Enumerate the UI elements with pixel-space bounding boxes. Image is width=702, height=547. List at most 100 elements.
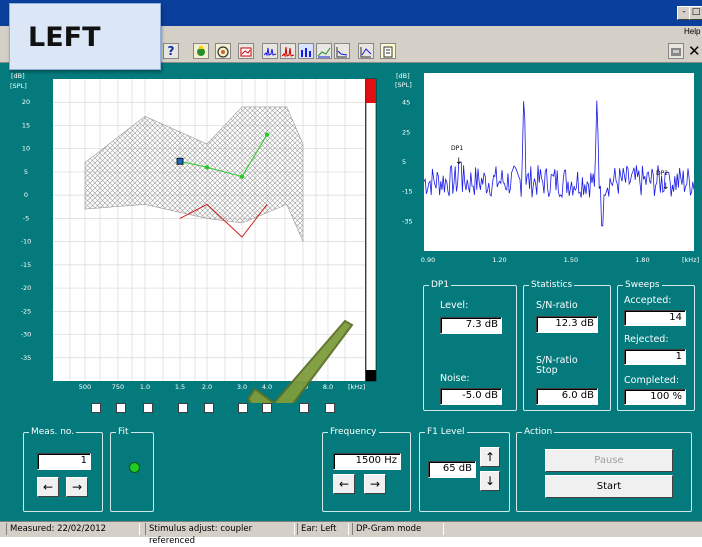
help-menu[interactable]: Help [684, 27, 701, 36]
menu-bar: Help [0, 26, 702, 40]
y-tick-label: 5 [24, 168, 28, 176]
spec-y-tick-label: -35 [402, 217, 413, 225]
dp1-marker: DP1 [451, 145, 463, 152]
dp-gram-plot [53, 79, 365, 381]
y-tick-label: -20 [21, 284, 32, 292]
f1-level-input[interactable]: 65 dB [428, 461, 476, 478]
print-icon[interactable] [668, 43, 684, 59]
status-ear: Ear: Left [297, 523, 349, 535]
action-group: Action Pause Start [516, 426, 692, 512]
start-button[interactable]: Start [545, 475, 673, 498]
level-meter-red [366, 79, 376, 103]
sn-ratio-stop-label: S/N-ratio Stop [536, 355, 578, 376]
dp-point-selected[interactable] [176, 157, 184, 165]
level-meter [365, 78, 377, 382]
completed-value: 100 % [624, 389, 686, 405]
sn-ratio-label: S/N-ratio [536, 300, 578, 311]
dp1-level-label: Level: [440, 300, 469, 311]
dp1-arrow-icon: ↓ [455, 157, 463, 167]
sn-ratio-value: 12.3 dB [536, 316, 598, 333]
spectrum-icon[interactable] [280, 43, 296, 59]
meas-no-group: Meas. no. 1 ← → [23, 426, 103, 512]
x-tick-label: 4.0 [262, 383, 272, 391]
y-tick-label: -25 [21, 307, 32, 315]
close-icon[interactable]: ✕ [688, 42, 701, 60]
x-tick-label: 500 [79, 383, 91, 391]
help-icon[interactable]: ? [163, 43, 179, 59]
frequency-checkbox[interactable] [116, 403, 126, 413]
y-tick-label: -15 [21, 261, 32, 269]
frequency-checkbox[interactable] [325, 403, 335, 413]
save-icon[interactable] [238, 43, 254, 59]
frequency-prev-button[interactable]: ← [333, 474, 355, 494]
frequency-checkbox[interactable] [91, 403, 101, 413]
statistics-group: Statistics S/N-ratio 12.3 dB S/N-ratio S… [523, 279, 611, 411]
spec-x-tick-label: 1.50 [564, 256, 578, 264]
spectrum-line [423, 100, 695, 227]
sweeps-title: Sweeps [623, 279, 662, 291]
ear-badge: LEFT [9, 3, 161, 70]
frequency-checkbox[interactable] [178, 403, 188, 413]
y-unit-label: [SPL] [10, 82, 27, 90]
status-mode: DP-Gram mode [352, 523, 444, 535]
y-tick-label: 20 [22, 98, 30, 106]
y-tick-label: -30 [21, 331, 32, 339]
pause-button[interactable]: Pause [545, 449, 673, 472]
y-tick-label: -10 [21, 238, 32, 246]
meas-no-input[interactable]: 1 [37, 453, 91, 470]
fit-icon[interactable] [215, 43, 231, 59]
frequency-checkbox[interactable] [299, 403, 309, 413]
graph-icon[interactable] [358, 43, 374, 59]
sn-ratio-stop-value: 6.0 dB [536, 388, 598, 405]
dp-line [179, 134, 268, 178]
trend-icon[interactable] [316, 43, 332, 59]
status-bar: Measured: 22/02/2012 Stimulus adjust: co… [0, 521, 702, 546]
frequency-input[interactable]: 1500 Hz [333, 453, 401, 470]
spectrum-icon[interactable] [262, 43, 278, 59]
f1-up-button[interactable]: ↑ [480, 447, 500, 467]
spec-y-tick-label: 45 [402, 99, 410, 107]
fit-title: Fit [116, 426, 131, 438]
dp-point[interactable] [239, 174, 245, 179]
checklist-icon[interactable] [380, 43, 396, 59]
dp1-noise-value: -5.0 dB [440, 388, 502, 405]
x-tick-label: 1.5 [175, 383, 185, 391]
bars-icon[interactable] [298, 43, 314, 59]
rejected-label: Rejected: [624, 334, 669, 345]
frequency-next-button[interactable]: → [364, 474, 386, 494]
checkmark-icon [246, 319, 354, 403]
f1-down-button[interactable]: ↓ [480, 471, 500, 491]
spec-x-tick-label: 0.90 [421, 256, 435, 264]
noise-line [179, 203, 268, 238]
f1-level-title: F1 Level [425, 426, 467, 438]
dp-point[interactable] [204, 165, 210, 170]
spectrum-y-ticks: 45 25 5 -15 -35 [402, 99, 413, 226]
frequency-checkbox[interactable] [204, 403, 214, 413]
graph-icon[interactable] [334, 43, 350, 59]
spec-x-tick-label: 1.20 [492, 256, 506, 264]
dp1-group: DP1 Level: 7.3 dB Noise: -5.0 dB [423, 279, 517, 411]
dp-gram-plot-area: [dB] [SPL] 20151050-5-10-15-20-25-30-35 … [10, 72, 377, 403]
meas-next-button[interactable]: → [66, 477, 88, 497]
level-meter-black [366, 370, 376, 381]
frequency-checkbox[interactable] [262, 403, 272, 413]
spectrum-x-ticks: 0.90 1.20 1.50 1.80 [kHz] [421, 256, 699, 264]
frequency-title: Frequency [328, 426, 379, 438]
sweeps-group: Sweeps Accepted: 14 Rejected: 1 Complete… [617, 279, 695, 411]
x-unit-label: [kHz] [348, 383, 365, 391]
spec-x-tick-label: 1.80 [635, 256, 649, 264]
accepted-value: 14 [624, 310, 686, 326]
maximize-button[interactable]: □ [689, 6, 702, 20]
frequency-checkbox[interactable] [143, 403, 153, 413]
meas-prev-button[interactable]: ← [37, 477, 59, 497]
x-tick-label: 1.0 [140, 383, 150, 391]
status-measured: Measured: 22/02/2012 [6, 523, 140, 535]
probe-icon[interactable] [193, 43, 209, 59]
frequency-checkbox[interactable] [238, 403, 248, 413]
dp1-noise-label: Noise: [440, 373, 470, 384]
y-tick-label: -35 [21, 354, 32, 362]
dp-point[interactable] [264, 132, 270, 137]
dp2-arrow-icon: ↓ [662, 182, 670, 192]
toolbar: ? ✕ [0, 40, 702, 63]
y-tick-label: 10 [22, 145, 30, 153]
